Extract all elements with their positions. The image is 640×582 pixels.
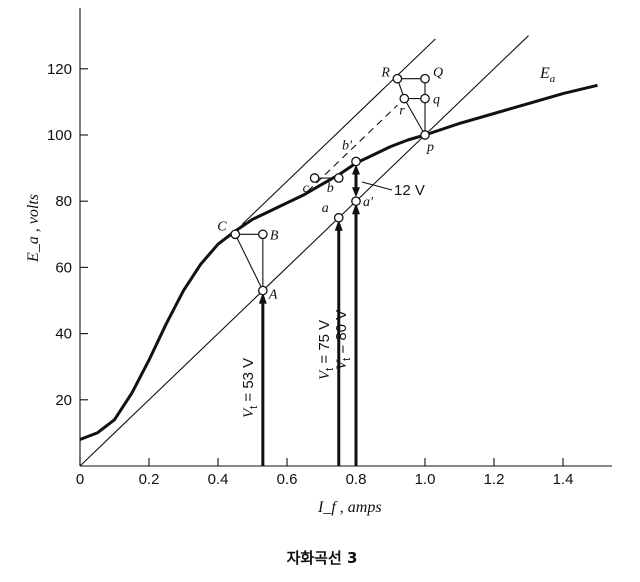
x-tick-label: 0 xyxy=(76,471,84,488)
operating-points xyxy=(230,73,430,296)
magnetization-curve xyxy=(79,83,598,441)
vt-symbol: V xyxy=(241,407,257,418)
x-tick-label: 1.0 xyxy=(415,471,436,488)
x-tick-label: 0.2 xyxy=(139,471,160,488)
vt-label: Vt = 75 V xyxy=(316,320,336,380)
x-tick-label: 0.6 xyxy=(277,471,298,488)
point-label: b xyxy=(327,181,334,196)
vt-symbol: V xyxy=(317,369,333,380)
point-c-upper xyxy=(230,229,241,240)
y-tick-label: 100 xyxy=(47,127,72,144)
point-label: A xyxy=(268,288,278,303)
x-tick-label: 0.4 xyxy=(208,471,229,488)
point-label: C xyxy=(217,219,227,234)
curve-label-sub: a xyxy=(550,73,556,85)
point-label: B xyxy=(270,228,279,243)
point-label: c xyxy=(303,181,310,196)
point-label: a' xyxy=(363,195,374,210)
curve-label: Ea xyxy=(539,65,556,85)
vt-symbol: V xyxy=(334,359,350,370)
delta-leader xyxy=(361,181,393,191)
vt-value: = 53 V xyxy=(240,358,257,406)
point-b-upper xyxy=(257,229,268,240)
point-label: Q xyxy=(433,66,443,81)
ea-curve xyxy=(79,83,598,441)
vt-subscript: t xyxy=(341,358,353,361)
x-tick-label: 1.2 xyxy=(484,471,505,488)
x-tick-label: 1.4 xyxy=(553,471,574,488)
point-b-prime xyxy=(351,156,361,167)
vt-subscript: t xyxy=(324,368,336,371)
point-b xyxy=(333,173,344,183)
x-axis-label: I_f , amps xyxy=(317,499,382,516)
y-axis-label: E_a , volts xyxy=(25,194,42,263)
x-tick-label: 0.8 xyxy=(346,471,367,488)
point-label: b' xyxy=(342,138,353,153)
y-tick-label: 40 xyxy=(55,326,72,343)
vt-value: = 75 V xyxy=(316,320,333,368)
point-c xyxy=(309,173,320,183)
point-label: p xyxy=(426,140,434,155)
point-a-upper xyxy=(257,285,268,296)
construction-segment xyxy=(403,98,426,136)
point-q xyxy=(420,93,430,104)
delta-arrow-head-up xyxy=(352,164,360,175)
point-label: R xyxy=(380,66,390,81)
point-label: r xyxy=(399,104,405,119)
point-r-upper xyxy=(392,73,403,84)
vt-subscript: t xyxy=(248,406,260,409)
point-r xyxy=(399,93,410,104)
point-p xyxy=(420,130,430,140)
field-resistance-line xyxy=(241,38,436,225)
point-label: a xyxy=(322,201,329,216)
construction-lines xyxy=(234,78,426,466)
vt-label: Vt = 80 V xyxy=(333,310,353,370)
vt-53-arrow-head xyxy=(258,292,267,304)
field-resistance-line xyxy=(79,35,529,467)
construction-segment xyxy=(234,234,264,291)
y-tick-label: 120 xyxy=(47,61,72,78)
vt-75-arrow-head xyxy=(334,219,343,231)
point-label: q xyxy=(433,93,440,108)
dashed-construction-line xyxy=(307,104,398,192)
vt-value: = 80 V xyxy=(333,310,350,358)
field-resistance-lines xyxy=(79,35,529,467)
vt-80-arrow-head xyxy=(352,203,360,215)
y-tick-label: 80 xyxy=(55,193,72,210)
point-a-prime xyxy=(351,196,361,207)
vt-label: Vt = 53 V xyxy=(240,358,260,418)
point-q-upper xyxy=(420,73,430,84)
axes: 0 0.2 0.4 0.6 0.8 1.0 1.2 1.4 20 40 60 80 100 120 xyxy=(47,8,612,488)
point-a xyxy=(333,212,344,223)
delta-12v-label: 12 V xyxy=(394,182,425,199)
delta-arrow-head-down xyxy=(352,187,360,198)
y-tick-label: 60 xyxy=(55,259,72,276)
y-tick-label: 20 xyxy=(55,392,72,409)
figure-caption: 자화곡선 3 xyxy=(287,549,358,567)
